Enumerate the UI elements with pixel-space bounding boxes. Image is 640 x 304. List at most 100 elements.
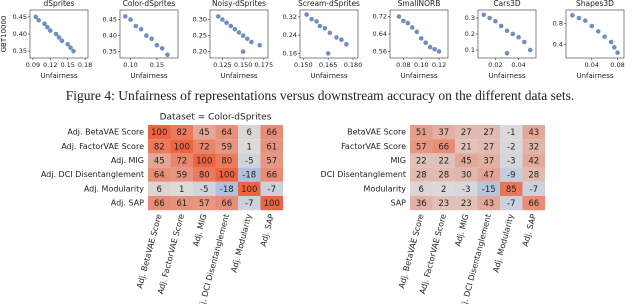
- cell-label: 45: [461, 157, 472, 167]
- point: [339, 37, 344, 43]
- point: [133, 23, 139, 29]
- cell-label: 57: [266, 157, 277, 167]
- cell-label: 80: [221, 157, 232, 167]
- point: [240, 33, 246, 38]
- cell: [260, 167, 283, 182]
- x-tick-label: 0.15: [60, 61, 74, 69]
- cell-label: 61: [176, 199, 187, 209]
- heatmap-title: Dataset = Color-dSprites: [160, 113, 272, 123]
- plot-frame: [299, 9, 359, 59]
- point: [602, 34, 607, 39]
- point: [612, 45, 617, 50]
- cell-label: 100: [196, 157, 212, 167]
- point: [240, 49, 246, 54]
- point: [493, 18, 498, 24]
- point: [327, 30, 333, 36]
- row-label: FactorVAE Score: [341, 142, 406, 151]
- cell-label: 82: [176, 128, 187, 138]
- row-label: Adj. SAP: [111, 199, 144, 208]
- cell: [500, 125, 523, 140]
- y-tick-label: 0.25: [193, 32, 207, 40]
- point: [527, 47, 533, 53]
- cell: [500, 167, 523, 182]
- point: [144, 33, 149, 38]
- x-tick-label: 0.165: [319, 61, 338, 69]
- point: [236, 30, 242, 35]
- x-axis-label: Unfairness: [40, 72, 77, 80]
- point: [423, 40, 428, 46]
- cell-label: 66: [438, 142, 449, 152]
- y-tick-label: 0.1: [465, 46, 475, 54]
- row-label: BetaVAE Score: [347, 128, 406, 137]
- point: [257, 42, 263, 48]
- cell: [455, 153, 478, 168]
- point: [128, 17, 133, 22]
- row-label: Adj. BetaVAE Score: [67, 128, 144, 137]
- cell: [193, 181, 216, 196]
- cell: [432, 139, 455, 154]
- x-tick-label: 0.08: [396, 61, 410, 69]
- cell-label: 45: [199, 128, 210, 138]
- y-tick-label: 0.16: [283, 49, 297, 57]
- cell-label: 100: [151, 128, 167, 138]
- cell-label: 100: [264, 199, 280, 209]
- point: [405, 20, 411, 26]
- cell-label: 37: [438, 128, 449, 138]
- cell: [215, 125, 238, 140]
- cell: [215, 181, 238, 196]
- plot-frame: [209, 9, 269, 59]
- cell-label: 80: [199, 171, 210, 181]
- point: [570, 13, 575, 18]
- cell: [522, 153, 545, 168]
- y-tick-label: 0.3: [465, 14, 475, 22]
- point: [138, 26, 144, 32]
- cell-label: 66: [528, 199, 539, 209]
- cell-label: 27: [483, 142, 494, 152]
- y-tick-label: 0.30: [193, 16, 207, 24]
- cell: [477, 139, 500, 154]
- cell: [410, 125, 433, 140]
- x-axis-label: Unfairness: [576, 72, 613, 80]
- cell: [238, 181, 261, 196]
- cell: [522, 196, 545, 211]
- cell: [170, 153, 193, 168]
- cell: [193, 167, 216, 182]
- cell-label: -7: [245, 199, 253, 209]
- x-tick-label: 0.10: [414, 61, 428, 69]
- point: [522, 39, 527, 45]
- x-tick-label: 0.150: [294, 61, 313, 69]
- cell: [215, 167, 238, 182]
- y-tick-label: 0.72: [373, 13, 387, 21]
- cell-label: 43: [483, 199, 494, 209]
- point: [56, 35, 62, 40]
- plot-title: Noisy-dSprites: [212, 0, 266, 8]
- cell-label: 72: [176, 157, 187, 167]
- point: [224, 20, 229, 26]
- row-label: SAP: [390, 199, 406, 208]
- cell-label: 64: [154, 171, 165, 181]
- point: [595, 29, 601, 34]
- point: [249, 39, 254, 45]
- point: [65, 41, 70, 47]
- cell: [238, 125, 261, 140]
- cell: [238, 139, 261, 154]
- x-axis-label: Unfairness: [130, 72, 167, 80]
- column-label: Adj. SAP: [259, 213, 276, 248]
- cell: [170, 196, 193, 211]
- row-label: Modularity: [364, 184, 407, 193]
- caption: Figure 4: Unfairness of representations …: [66, 88, 574, 103]
- y-tick-label: 0.35: [103, 48, 117, 56]
- cell: [432, 181, 455, 196]
- cell: [455, 196, 478, 211]
- point: [232, 26, 238, 32]
- point: [45, 24, 50, 30]
- y-tick-label: 0.20: [193, 48, 207, 56]
- x-tick-label: 0.18: [78, 61, 92, 69]
- cell: [522, 125, 545, 140]
- cell: [148, 196, 171, 211]
- plot-frame: [477, 9, 537, 59]
- cell-label: 51: [416, 128, 427, 138]
- cell-label: 100: [241, 185, 257, 195]
- plot-frame: [29, 9, 89, 59]
- point: [615, 50, 620, 55]
